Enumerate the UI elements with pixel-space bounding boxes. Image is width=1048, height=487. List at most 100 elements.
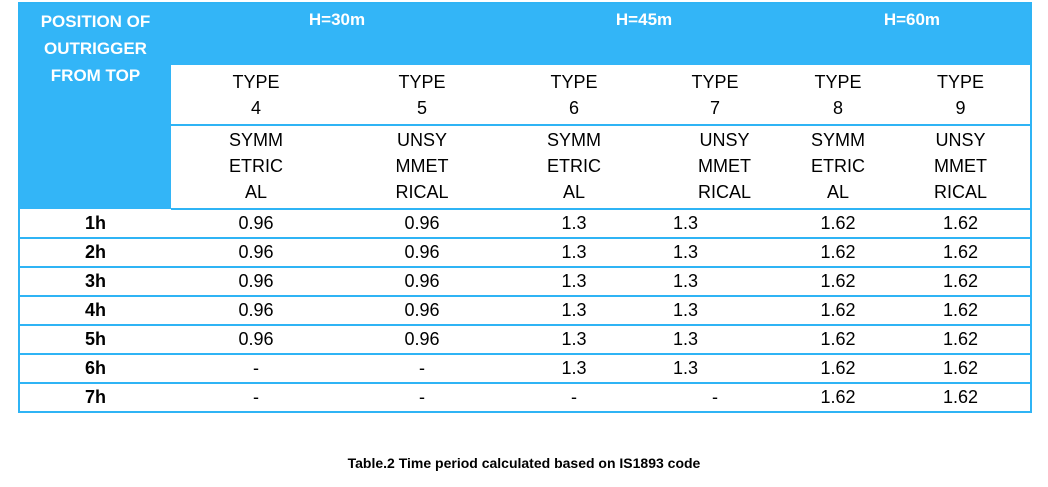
type-number: 4 — [250, 98, 261, 118]
value-cell: 1.62 — [891, 296, 1032, 326]
type-number: 9 — [955, 98, 966, 118]
type-number: 5 — [417, 98, 428, 118]
symmetry-header-6: SYMM ETRIC AL — [503, 125, 646, 210]
value-cell: 0.96 — [341, 296, 504, 326]
type-header-9: TYPE 9 — [891, 65, 1032, 126]
value-cell: - — [341, 383, 504, 413]
table-row: 4h 0.96 0.96 1.3 1.3 1.62 1.62 — [19, 296, 1032, 326]
value-cell: 1.62 — [785, 354, 892, 384]
value-cell: 1.62 — [785, 383, 892, 413]
symmetry-line: UNSY — [699, 130, 750, 150]
symmetry-line: RICAL — [395, 182, 449, 202]
symmetry-line: ETRIC — [811, 156, 866, 176]
value-cell: 0.96 — [171, 267, 341, 297]
value-cell: 1.62 — [891, 267, 1032, 297]
value-cell: - — [341, 354, 504, 384]
symmetry-line: UNSY — [397, 130, 448, 150]
position-header-line-1: POSITION OF — [40, 12, 151, 31]
type-label: TYPE — [232, 72, 280, 92]
position-cell: 6h — [19, 354, 171, 384]
table-row: 3h 0.96 0.96 1.3 1.3 1.62 1.62 — [19, 267, 1032, 297]
value-cell: 1.3 — [503, 238, 646, 268]
value-cell: 1.62 — [891, 383, 1032, 413]
symmetry-line: ETRIC — [229, 156, 283, 176]
symmetry-header-5: UNSY MMET RICAL — [341, 125, 504, 210]
value-cell: 0.96 — [171, 238, 341, 268]
value-cell: - — [645, 383, 786, 413]
symmetry-line: RICAL — [698, 182, 752, 202]
value-cell: 1.3 — [503, 354, 646, 384]
value-cell: 1.3 — [645, 354, 786, 384]
position-cell: 4h — [19, 296, 171, 326]
type-header-6: TYPE 6 — [503, 65, 646, 126]
value-cell: 1.62 — [785, 296, 892, 326]
type-label: TYPE — [937, 72, 985, 92]
position-cell: 7h — [19, 383, 171, 413]
value-cell: 1.3 — [645, 296, 786, 326]
time-period-table-container: POSITION OF OUTRIGGER FROM TOP H=30m H=4… — [18, 2, 1033, 413]
value-cell: 1.3 — [645, 267, 786, 297]
value-cell: 0.96 — [171, 209, 341, 239]
position-header-line-3: FROM TOP — [50, 66, 141, 85]
value-cell: 1.62 — [891, 354, 1032, 384]
symmetry-header-7: UNSY MMET RICAL — [645, 125, 786, 210]
symmetry-line: MMET — [698, 156, 752, 176]
value-cell: 1.3 — [645, 209, 786, 239]
value-cell: 1.62 — [785, 325, 892, 355]
type-header-7: TYPE 7 — [645, 65, 786, 126]
table-row: 1h 0.96 0.96 1.3 1.3 1.62 1.62 — [19, 209, 1032, 239]
type-number: 8 — [833, 98, 844, 118]
type-header-5: TYPE 5 — [341, 65, 504, 126]
value-cell: - — [503, 383, 646, 413]
type-label: TYPE — [398, 72, 446, 92]
value-cell: - — [171, 383, 341, 413]
symmetry-line: ETRIC — [547, 156, 602, 176]
type-label: TYPE — [550, 72, 598, 92]
time-period-table: POSITION OF OUTRIGGER FROM TOP H=30m H=4… — [18, 2, 1033, 413]
position-cell: 2h — [19, 238, 171, 268]
symmetry-header-4: SYMM ETRIC AL — [171, 125, 341, 210]
group-header-h45: H=45m — [503, 3, 786, 65]
symmetry-line: SYMM — [547, 130, 602, 150]
type-number: 6 — [569, 98, 580, 118]
table-row: 7h - - - - 1.62 1.62 — [19, 383, 1032, 413]
symmetry-line: AL — [244, 182, 268, 202]
table-row: 2h 0.96 0.96 1.3 1.3 1.62 1.62 — [19, 238, 1032, 268]
symmetry-line: AL — [563, 182, 586, 202]
value-cell: 1.62 — [891, 325, 1032, 355]
value-cell: 0.96 — [171, 296, 341, 326]
value-cell: 1.62 — [785, 267, 892, 297]
group-header-h30: H=30m — [171, 3, 504, 65]
value-cell: 0.96 — [341, 238, 504, 268]
value-cell: 1.62 — [785, 238, 892, 268]
value-cell: 1.3 — [503, 296, 646, 326]
position-header: POSITION OF OUTRIGGER FROM TOP — [19, 3, 171, 209]
position-header-line-2: OUTRIGGER — [44, 39, 147, 58]
value-cell: 1.3 — [503, 209, 646, 239]
type-header-8: TYPE 8 — [785, 65, 892, 126]
position-cell: 5h — [19, 325, 171, 355]
symmetry-header-9: UNSY MMET RICAL — [891, 125, 1032, 210]
type-number: 7 — [710, 98, 721, 118]
value-cell: 1.3 — [503, 267, 646, 297]
symmetry-line: UNSY — [935, 130, 986, 150]
position-cell: 3h — [19, 267, 171, 297]
value-cell: - — [171, 354, 341, 384]
symmetry-line: SYMM — [811, 130, 866, 150]
value-cell: 1.3 — [503, 325, 646, 355]
symmetry-line: RICAL — [934, 182, 988, 202]
value-cell: 0.96 — [341, 209, 504, 239]
value-cell: 0.96 — [341, 267, 504, 297]
symmetry-header-8: SYMM ETRIC AL — [785, 125, 892, 210]
type-label: TYPE — [814, 72, 862, 92]
value-cell: 1.62 — [891, 209, 1032, 239]
position-cell: 1h — [19, 209, 171, 239]
symmetry-line: AL — [827, 182, 850, 202]
group-header-h60: H=60m — [785, 3, 1032, 65]
table-caption: Table.2 Time period calculated based on … — [347, 455, 701, 471]
value-cell: 1.3 — [645, 325, 786, 355]
table-row: 6h - - 1.3 1.3 1.62 1.62 — [19, 354, 1032, 384]
value-cell: 1.62 — [891, 238, 1032, 268]
value-cell: 1.3 — [645, 238, 786, 268]
value-cell: 0.96 — [171, 325, 341, 355]
